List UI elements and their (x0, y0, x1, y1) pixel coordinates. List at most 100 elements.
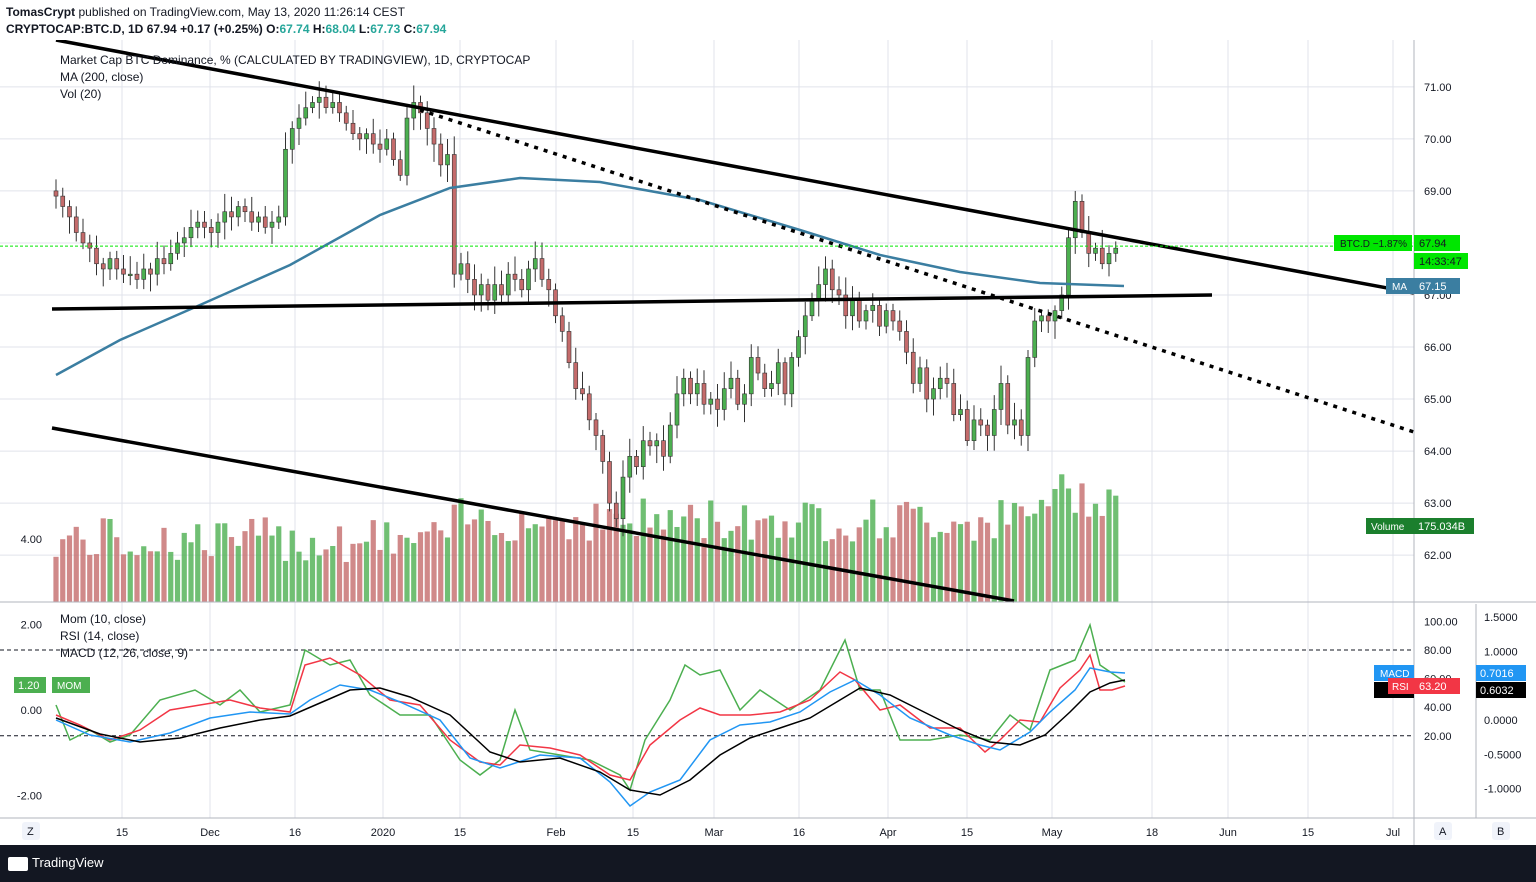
volume-bar (856, 527, 862, 602)
volume-bar (492, 535, 498, 602)
momentum-tick-label: 4.00 (21, 534, 42, 546)
candle-body (667, 424, 673, 457)
candle-body (229, 211, 234, 218)
ma-200-line (55, 176, 1125, 377)
candle-body (573, 362, 579, 389)
volume-bar (222, 523, 228, 602)
candle-body (431, 128, 437, 145)
volume-bar (1045, 506, 1051, 602)
volume-bar (438, 530, 444, 602)
close-label: C: (403, 22, 417, 36)
price-tick-label: 70.00 (1424, 134, 1452, 146)
candle-body (73, 216, 79, 233)
svg-text:0.6032: 0.6032 (1480, 685, 1514, 697)
volume-bar (674, 526, 680, 602)
candle-body (1045, 315, 1051, 322)
volume-bar (93, 554, 100, 602)
low-value: 67.73 (370, 22, 401, 36)
indicator-lines (55, 622, 1126, 808)
volume-bar (1092, 503, 1099, 602)
candle-body (735, 377, 741, 405)
volume-bar (748, 539, 754, 602)
candle-body (188, 227, 194, 239)
candle-body (701, 383, 707, 405)
candle-body (526, 268, 531, 291)
svg-text:67.94: 67.94 (1419, 238, 1447, 250)
volume-bar (188, 542, 194, 602)
change-value: +0.17 (+0.25%) (180, 22, 263, 36)
volume-bar (957, 524, 964, 602)
symbol-name[interactable]: CRYPTOCAP:BTC.D, 1D (6, 22, 144, 36)
volume-bar (816, 508, 822, 602)
candle-body (289, 128, 295, 150)
volume-bar (903, 501, 910, 602)
candle-body (809, 299, 815, 317)
candle-body (222, 211, 228, 223)
candle-body (316, 96, 322, 103)
volume-bar (262, 517, 268, 602)
volume-bar (917, 506, 923, 602)
candle-body (843, 294, 849, 317)
candle-body (762, 372, 768, 389)
time-axis[interactable]: 15 Dec 16 2020 15 Feb 15 Mar 16 Apr 15 May 18 Jun 15 Ju… (116, 827, 1400, 839)
volume-bar (404, 537, 410, 602)
candle-body (391, 138, 396, 160)
price-axis[interactable]: 71.0070.0069.0068.0067.0066.0065.0064.00… (1424, 82, 1452, 562)
volume-bar (269, 535, 275, 602)
volume-bar (1018, 506, 1024, 602)
time-tick-label: 2020 (371, 827, 395, 839)
volume-bar (73, 526, 79, 602)
volume-bar (120, 554, 127, 602)
candle-body (451, 154, 457, 275)
candle-body (580, 388, 585, 395)
candle-body (148, 268, 153, 275)
volume-bar (357, 543, 363, 602)
volume-bar (978, 517, 984, 602)
candle-body (877, 305, 882, 327)
candle-body (775, 362, 781, 384)
main-pane[interactable] (0, 40, 1536, 602)
scale-button-z[interactable]: Z (22, 822, 40, 840)
volume-bar (242, 531, 248, 602)
candle-body (80, 232, 86, 244)
candle-body (742, 393, 747, 405)
candle-body (931, 388, 936, 400)
candle-body (303, 107, 309, 119)
candle-body (1099, 247, 1105, 265)
candle-body (397, 159, 403, 176)
candle-body (937, 377, 943, 389)
volume-bar (897, 505, 903, 602)
svg-text:14:33:47: 14:33:47 (1419, 256, 1462, 268)
svg-text:Volume: Volume (1371, 522, 1405, 533)
volume-bar (53, 556, 59, 602)
tradingview-logo[interactable]: TradingView (8, 855, 104, 871)
price-tick-label: 62.00 (1424, 550, 1452, 562)
publisher-name[interactable]: TomasCrypt (6, 5, 76, 19)
chart-header: TomasCrypt published on TradingView.com,… (0, 0, 1536, 40)
volume-bar (1099, 515, 1105, 602)
scale-button-b[interactable]: B (1492, 822, 1510, 840)
svg-text:B: B (1497, 826, 1504, 838)
volume-bar (829, 539, 835, 602)
sub-legend-macd: MACD (12, 26, close, 9) (60, 646, 188, 660)
volume-bar (444, 537, 451, 602)
candle-body (411, 102, 417, 119)
candle-body (350, 122, 356, 134)
candle-body (499, 284, 504, 296)
volume-bar (417, 532, 424, 602)
trendline (51, 293, 1213, 311)
trendline (51, 426, 1015, 603)
scale-button-a[interactable]: A (1434, 822, 1452, 840)
candle-body (681, 377, 687, 395)
volume-bar (964, 521, 970, 602)
time-tick-label: Feb (547, 827, 566, 839)
time-tick-label: 15 (116, 827, 128, 839)
volume-bar (714, 521, 721, 602)
price-tick-label: 65.00 (1424, 394, 1452, 406)
volume-bar (775, 537, 781, 602)
candle-body (202, 221, 207, 228)
candle-body (539, 258, 545, 280)
time-tick-label: Dec (200, 827, 220, 839)
dotted-trendline (419, 108, 1415, 434)
volume-bar (465, 524, 471, 602)
